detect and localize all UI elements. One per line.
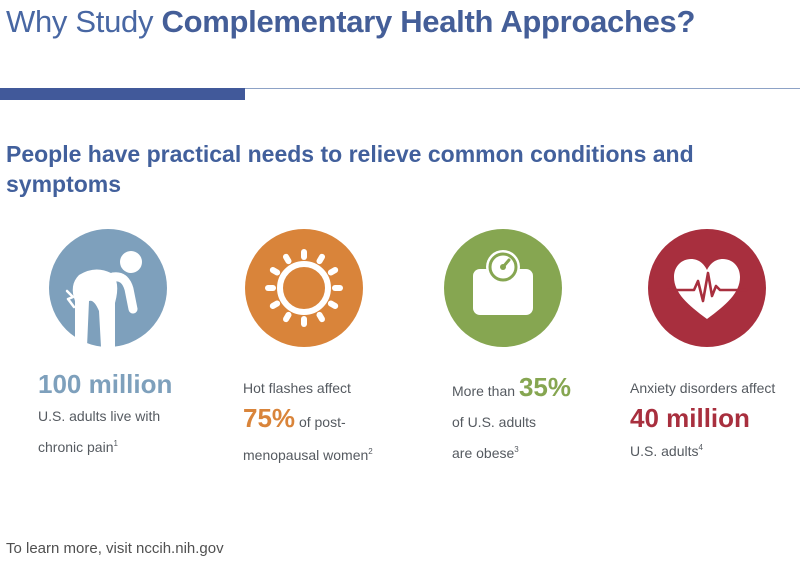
- footnote-3: 3: [514, 445, 519, 454]
- sun-ray: [283, 311, 292, 323]
- scale-icon: [444, 229, 562, 347]
- stat-anxiety-number: 40 million: [630, 403, 750, 433]
- stat-pain-line2: chronic pain1: [38, 439, 118, 455]
- sun-ray: [269, 267, 281, 276]
- stat-chronic-pain: 100 million U.S. adults live with chroni…: [38, 366, 172, 461]
- heart-pulse-icon: [648, 229, 766, 347]
- footnote-4: 4: [698, 443, 703, 452]
- stat-obesity: More than 35% of U.S. adults are obese3: [452, 370, 571, 467]
- title-bold: Complementary Health Approaches?: [161, 4, 696, 39]
- sun-ray: [316, 253, 325, 265]
- footer-link-text: To learn more, visit nccih.nih.gov: [6, 540, 224, 557]
- stat-obesity-number: 35%: [518, 372, 571, 402]
- sun-ray: [265, 285, 276, 291]
- sun-ray: [316, 311, 325, 323]
- stat-anxiety-intro: Anxiety disorders affect: [630, 380, 776, 396]
- sun-icon: [245, 229, 363, 347]
- stat-pain-line1: U.S. adults live with: [38, 408, 161, 424]
- footnote-1: 1: [113, 439, 118, 448]
- sun-ray: [269, 300, 281, 309]
- stat-obesity-intro: More than: [452, 383, 516, 399]
- subtitle: People have practical needs to relieve c…: [6, 141, 694, 197]
- stat-flashes-intro: Hot flashes affect: [243, 380, 351, 396]
- stat-flashes-line2: menopausal women2: [243, 447, 373, 463]
- header-rule-accent: [0, 88, 245, 100]
- sun-ray: [327, 267, 339, 276]
- header-rule: [0, 88, 800, 89]
- stat-flashes-after: of post-: [298, 414, 346, 430]
- sun-ray: [301, 249, 307, 260]
- stat-anxiety-line2: U.S. adults4: [630, 443, 703, 459]
- sun-ray: [283, 253, 292, 265]
- sun-ray: [327, 300, 339, 309]
- stat-anxiety: Anxiety disorders affect 40 million U.S.…: [630, 374, 775, 465]
- stat-hot-flashes: Hot flashes affect 75% of post- menopaus…: [243, 374, 373, 469]
- sun-ray: [301, 316, 307, 327]
- sun-ray: [332, 285, 343, 291]
- stat-obesity-line1: of U.S. adults: [452, 414, 537, 430]
- footnote-2: 2: [368, 447, 373, 456]
- page-title: Why Study Complementary Health Approache…: [6, 4, 695, 40]
- back-pain-icon: [49, 229, 167, 347]
- title-prefix: Why Study: [6, 4, 154, 39]
- stat-obesity-line2: are obese3: [452, 445, 519, 461]
- stat-pain-number: 100 million: [38, 369, 173, 399]
- stat-flashes-number: 75%: [243, 403, 296, 433]
